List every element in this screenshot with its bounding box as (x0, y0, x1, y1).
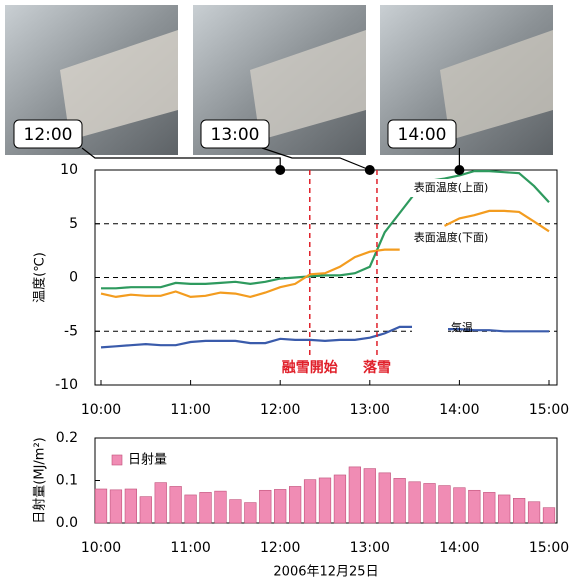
y-axis-label: 日射量(MJ/m²) (32, 437, 48, 523)
bar (543, 508, 555, 523)
photo-label: 12:00 (24, 125, 73, 145)
x-tick-label: 14:00 (439, 540, 479, 556)
bar (483, 492, 495, 523)
bar (185, 495, 197, 523)
x-tick-label: 12:00 (260, 402, 300, 418)
series-label: 気温 (451, 320, 473, 334)
photo-time-marker (365, 165, 375, 175)
series-label: 表面温度(上面) (414, 180, 489, 194)
bar (469, 490, 481, 523)
bar (439, 486, 451, 523)
x-tick-label: 12:00 (260, 540, 300, 556)
label-bg (412, 319, 448, 337)
bar (110, 490, 122, 523)
x-tick-label: 13:00 (350, 402, 390, 418)
photo-label: 13:00 (211, 125, 260, 145)
bar (528, 502, 540, 523)
bar (364, 469, 376, 523)
bar (394, 478, 406, 523)
bar (259, 490, 271, 523)
photos (5, 5, 553, 155)
bar (334, 475, 346, 523)
x-tick-label: 10:00 (81, 402, 121, 418)
y-tick-label: 0.0 (56, 515, 78, 531)
x-tick-label: 14:00 (439, 402, 479, 418)
x-tick-label: 15:00 (529, 402, 569, 418)
plot-frame (95, 170, 557, 385)
y-tick-label: -10 (55, 377, 78, 393)
bar (230, 500, 242, 523)
y-tick-label: 0 (69, 270, 78, 286)
bar (498, 495, 510, 523)
x-tick-label: 10:00 (81, 540, 121, 556)
bar (140, 497, 152, 523)
event-label: 落雪 (363, 359, 391, 376)
photo-time-marker (454, 165, 464, 175)
x-tick-label: 13:00 (350, 540, 390, 556)
bar (170, 486, 182, 523)
bar (379, 473, 391, 523)
bar (289, 486, 301, 523)
y-axis-label: 温度(℃) (32, 252, 48, 303)
bar (409, 482, 421, 523)
legend-swatch (112, 455, 122, 465)
event-label: 融雪開始 (282, 359, 338, 376)
legend-label: 日射量 (128, 452, 167, 468)
bar (95, 489, 107, 523)
y-tick-label: 10 (60, 162, 78, 178)
x-tick-label: 15:00 (529, 540, 569, 556)
y-tick-label: 0.1 (56, 473, 78, 489)
bar (513, 498, 525, 523)
y-tick-label: 0.2 (56, 430, 78, 446)
bar (155, 483, 167, 523)
y-tick-label: 5 (69, 216, 78, 232)
series-line (101, 327, 549, 348)
bar (200, 492, 212, 523)
bar (319, 478, 331, 523)
bar (424, 483, 436, 523)
bar (125, 489, 137, 523)
bar (454, 488, 466, 523)
series-label: 表面温度(下面) (414, 230, 489, 244)
y-tick-label: -5 (64, 323, 78, 339)
bar (304, 480, 316, 523)
bar (274, 489, 286, 523)
photo-time-marker (275, 165, 285, 175)
photo-label: 14:00 (398, 125, 447, 145)
figure: 1050-5-1010:0011:0012:0013:0014:0015:00温… (0, 0, 571, 581)
x-tick-label: 11:00 (170, 402, 210, 418)
x-tick-label: 11:00 (170, 540, 210, 556)
bar (215, 491, 227, 523)
bar (245, 503, 257, 523)
bar (349, 467, 361, 523)
x-axis-label: 2006年12月25日 (273, 565, 378, 580)
